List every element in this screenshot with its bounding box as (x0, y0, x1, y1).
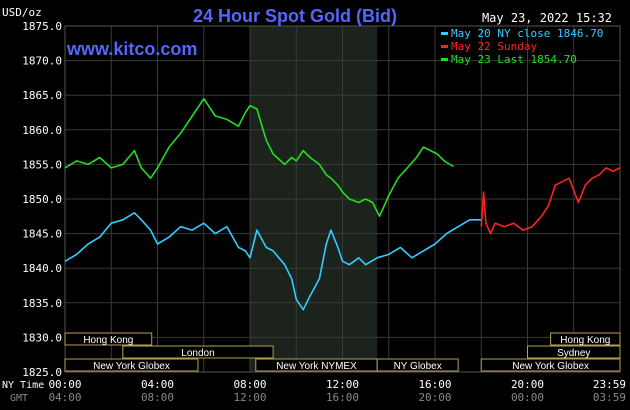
y-tick-label: 1830.0 (22, 331, 62, 344)
timestamp: May 23, 2022 15:32 (482, 11, 612, 25)
x-tick-label-ny: 04:00 (141, 378, 174, 391)
session-label: Hong Kong (83, 335, 133, 346)
session-label: Sydney (557, 348, 590, 359)
chart-title: 24 Hour Spot Gold (Bid) (193, 6, 397, 26)
unit-label: USD/oz (2, 6, 42, 19)
legend-label: May 20 NY close 1846.70 (451, 27, 603, 40)
plot-border (64, 25, 621, 373)
x-tick-label-gmt: 16:00 (326, 391, 359, 404)
session-box: New York NYMEX (255, 358, 378, 372)
legend-swatch (441, 32, 448, 35)
x-tick-label-ny: 00:00 (48, 378, 81, 391)
session-box: Sydney (527, 345, 621, 359)
x-tick-label-gmt: 12:00 (233, 391, 266, 404)
trading-sessions: Hong Kong London New York Globex New York N… (64, 332, 621, 372)
x-tick-label-gmt: 00:00 (511, 391, 544, 404)
session-rect (480, 358, 621, 372)
session-label: New York Globex (512, 361, 589, 372)
y-tick-label: 1855.0 (22, 158, 62, 171)
y-tick-label: 1875.0 (22, 20, 62, 33)
session-label: London (181, 348, 214, 359)
x-tick-label-gmt: 08:00 (141, 391, 174, 404)
session-rect (122, 345, 274, 359)
x-axis-ticks: 00:00 04:00 08:00 12:00 16:00 20:00 23:5904:00… (48, 378, 626, 404)
x-tick-label-gmt: 20:00 (418, 391, 451, 404)
legend-label: May 22 Sunday (451, 40, 537, 53)
x-tick-label-gmt: 03:59 (593, 391, 626, 404)
price-series (64, 97, 621, 311)
session-rect (550, 332, 621, 346)
y-tick-label: 1865.0 (22, 89, 62, 102)
session-box: New York Globex (480, 358, 621, 372)
session-rect (527, 345, 621, 359)
session-box: New York Globex (64, 358, 199, 372)
session-label: New York NYMEX (276, 361, 357, 372)
series-line (64, 212, 482, 311)
session-label: Hong Kong (560, 335, 610, 346)
session-rect (64, 332, 153, 346)
ny-time-label: NY Time (2, 380, 44, 391)
session-box: NY Globex (376, 358, 459, 372)
y-tick-label: 1850.0 (22, 193, 62, 206)
legend-swatch (441, 58, 448, 61)
gmt-label: GMT (10, 393, 28, 404)
x-tick-label-ny: 20:00 (511, 378, 544, 391)
y-tick-label: 1840.0 (22, 262, 62, 275)
y-tick-label: 1835.0 (22, 297, 62, 310)
x-tick-label-ny: 12:00 (326, 378, 359, 391)
x-tick-label-ny: 16:00 (418, 378, 451, 391)
y-axis-ticks: 1825.0 1830.0 1835.0 1840.0 1845.0 1850.0 1855… (22, 20, 62, 379)
legend-swatch (441, 45, 448, 48)
grid-lines (64, 25, 621, 373)
y-tick-label: 1860.0 (22, 124, 62, 137)
session-label: New York Globex (93, 361, 170, 372)
session-label: NY Globex (394, 361, 442, 372)
legend-label: May 23 Last 1854.70 (451, 53, 577, 66)
brand-watermark: www.kitco.com (66, 39, 197, 59)
session-box: London (122, 345, 274, 359)
session-rect (376, 358, 459, 372)
x-tick-label-ny: 23:59 (593, 378, 626, 391)
x-tick-label-gmt: 04:00 (48, 391, 81, 404)
session-box: Hong Kong (64, 332, 153, 346)
series-line (480, 167, 621, 235)
y-tick-label: 1870.0 (22, 55, 62, 68)
session-rect (64, 358, 199, 372)
y-tick-label: 1825.0 (22, 366, 62, 379)
x-tick-label-ny: 08:00 (233, 378, 266, 391)
series-line (64, 97, 454, 218)
session-box: Hong Kong (550, 332, 621, 346)
y-tick-label: 1845.0 (22, 228, 62, 241)
